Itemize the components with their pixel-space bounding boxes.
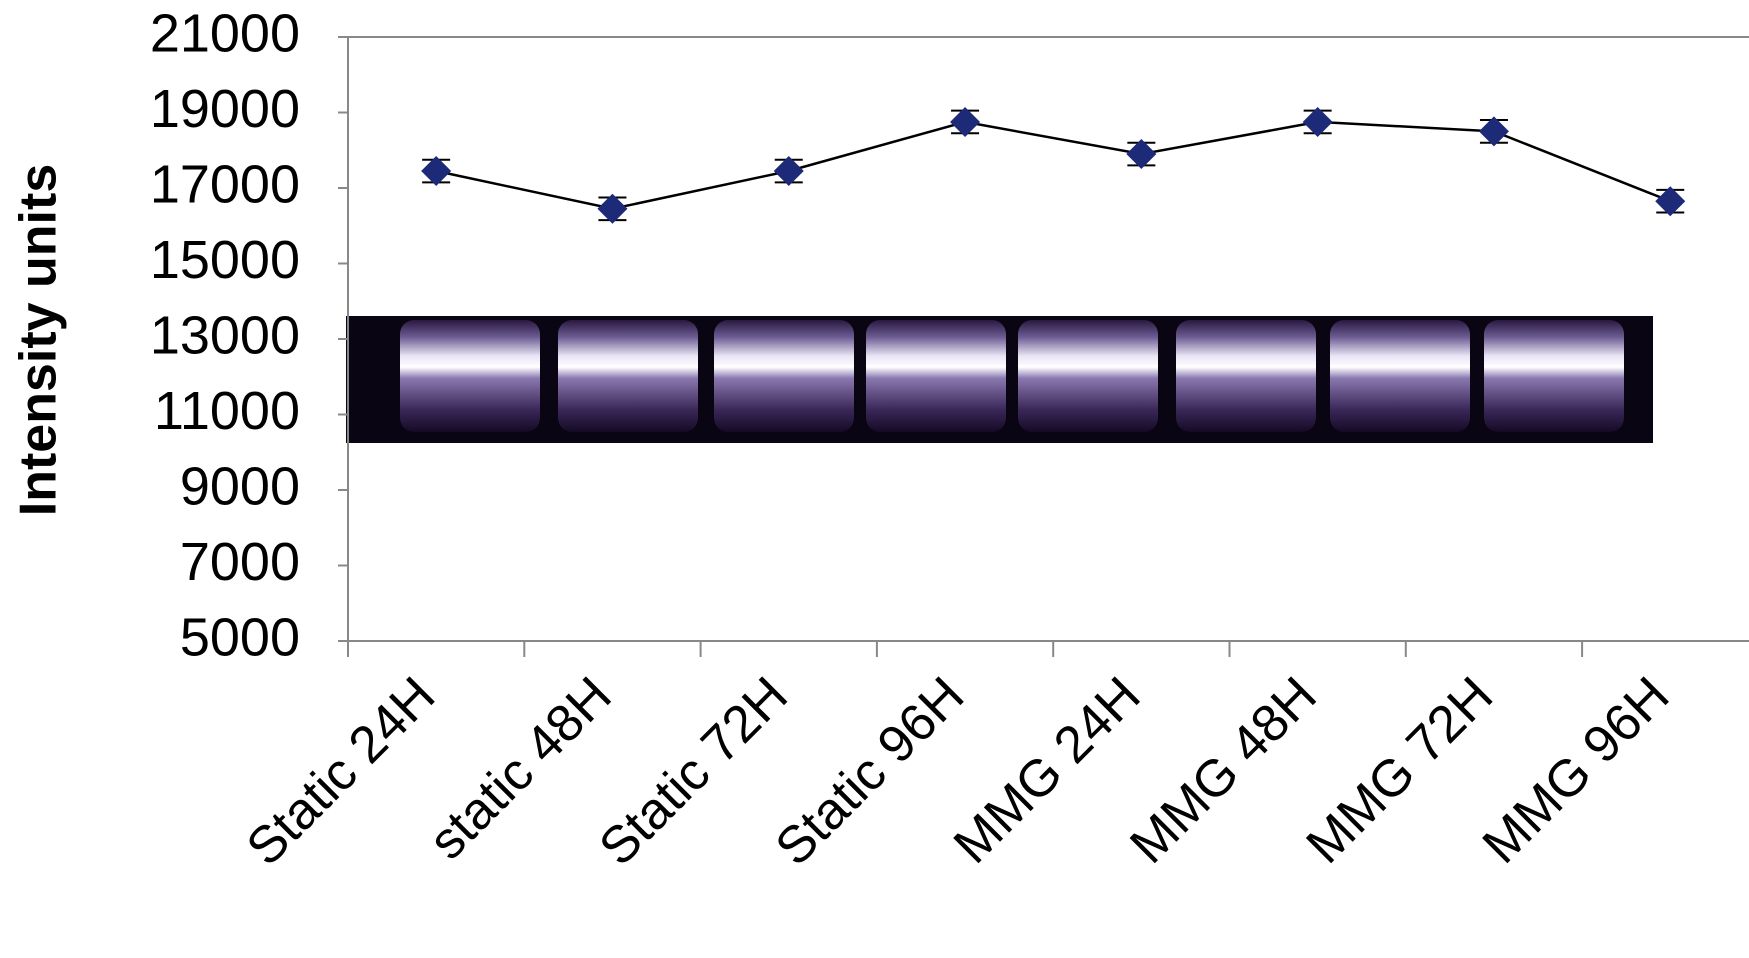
x-tick-label: Static 96H bbox=[765, 666, 976, 877]
y-tick-label: 13000 bbox=[150, 305, 300, 365]
y-tick-label: 19000 bbox=[150, 79, 300, 139]
y-axis-title: Intensity units bbox=[10, 164, 68, 516]
marker bbox=[1126, 139, 1157, 170]
gel-image bbox=[346, 316, 1653, 443]
y-tick-label: 11000 bbox=[154, 381, 300, 441]
x-tick-label: MMG 96H bbox=[1472, 666, 1681, 875]
marker bbox=[773, 156, 804, 187]
x-tick-label: MMG 24H bbox=[943, 666, 1152, 875]
y-tick-label: 7000 bbox=[180, 532, 300, 592]
marker bbox=[950, 106, 981, 137]
marker bbox=[1655, 186, 1686, 217]
y-tick-label: 5000 bbox=[180, 607, 300, 667]
x-tick-label: Static 24H bbox=[236, 666, 447, 877]
y-tick-label: 15000 bbox=[150, 230, 300, 290]
marker bbox=[1478, 116, 1509, 147]
x-tick-label: MMG 48H bbox=[1119, 666, 1328, 875]
marker bbox=[421, 156, 452, 187]
y-tick-label: 21000 bbox=[150, 3, 300, 63]
marker bbox=[597, 193, 628, 224]
x-tick-label: Static 72H bbox=[588, 666, 799, 877]
y-tick-label: 9000 bbox=[180, 456, 300, 516]
series-line bbox=[435, 120, 1671, 211]
marker bbox=[1302, 106, 1333, 137]
x-tick-label: MMG 72H bbox=[1296, 666, 1505, 875]
y-tick-label: 17000 bbox=[150, 154, 300, 214]
